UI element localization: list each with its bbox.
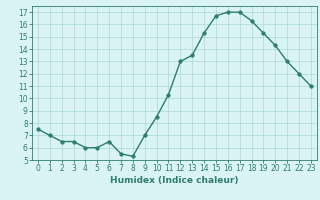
X-axis label: Humidex (Indice chaleur): Humidex (Indice chaleur) [110,176,239,185]
